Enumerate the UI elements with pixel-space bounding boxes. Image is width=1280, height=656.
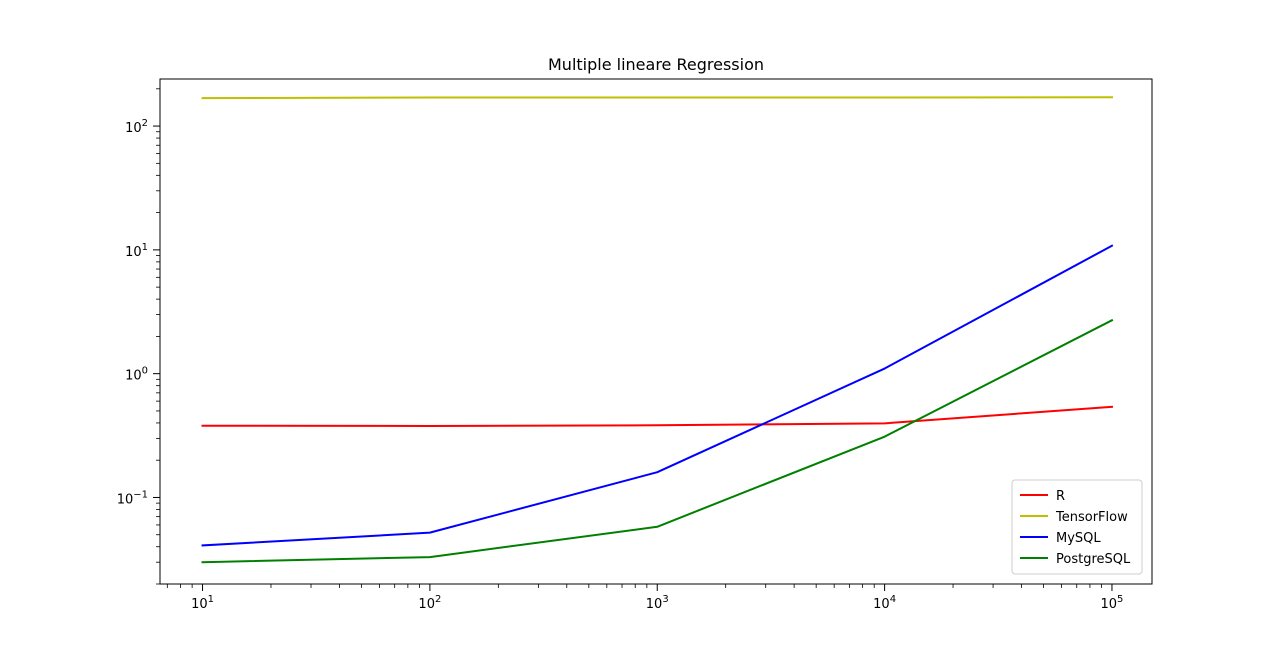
legend-label-postgresql: PostgreSQL	[1056, 552, 1131, 567]
legend-label-tensorflow: TensorFlow	[1055, 510, 1128, 525]
legend-label-mysql: MySQL	[1056, 531, 1101, 546]
x-tick-label: 104	[873, 594, 896, 612]
y-tick-label: 102	[125, 118, 148, 136]
series-line-r	[201, 405, 1114, 427]
x-tick-label: 105	[1101, 594, 1124, 612]
legend-box	[1011, 479, 1143, 575]
series-line-tensorflow	[201, 96, 1113, 100]
x-tick-label: 102	[418, 594, 441, 612]
axes-frame	[159, 78, 1153, 585]
y-tick-label: 10−1	[117, 489, 148, 507]
x-tick-label: 103	[646, 594, 669, 612]
chart-title: Multiple lineare Regression	[548, 55, 764, 74]
plot-area: 101 102 103 104 105 10−1 100 101 102	[117, 78, 1153, 612]
y-tick-label: 101	[125, 242, 148, 260]
y-tick-label: 100	[125, 366, 148, 384]
series-line-mysql	[201, 244, 1114, 547]
legend: R TensorFlow MySQL PostgreSQL	[1011, 479, 1143, 575]
legend-label-r: R	[1056, 489, 1065, 504]
series-line-postgresql	[201, 318, 1114, 564]
x-tick-label: 101	[191, 594, 214, 612]
